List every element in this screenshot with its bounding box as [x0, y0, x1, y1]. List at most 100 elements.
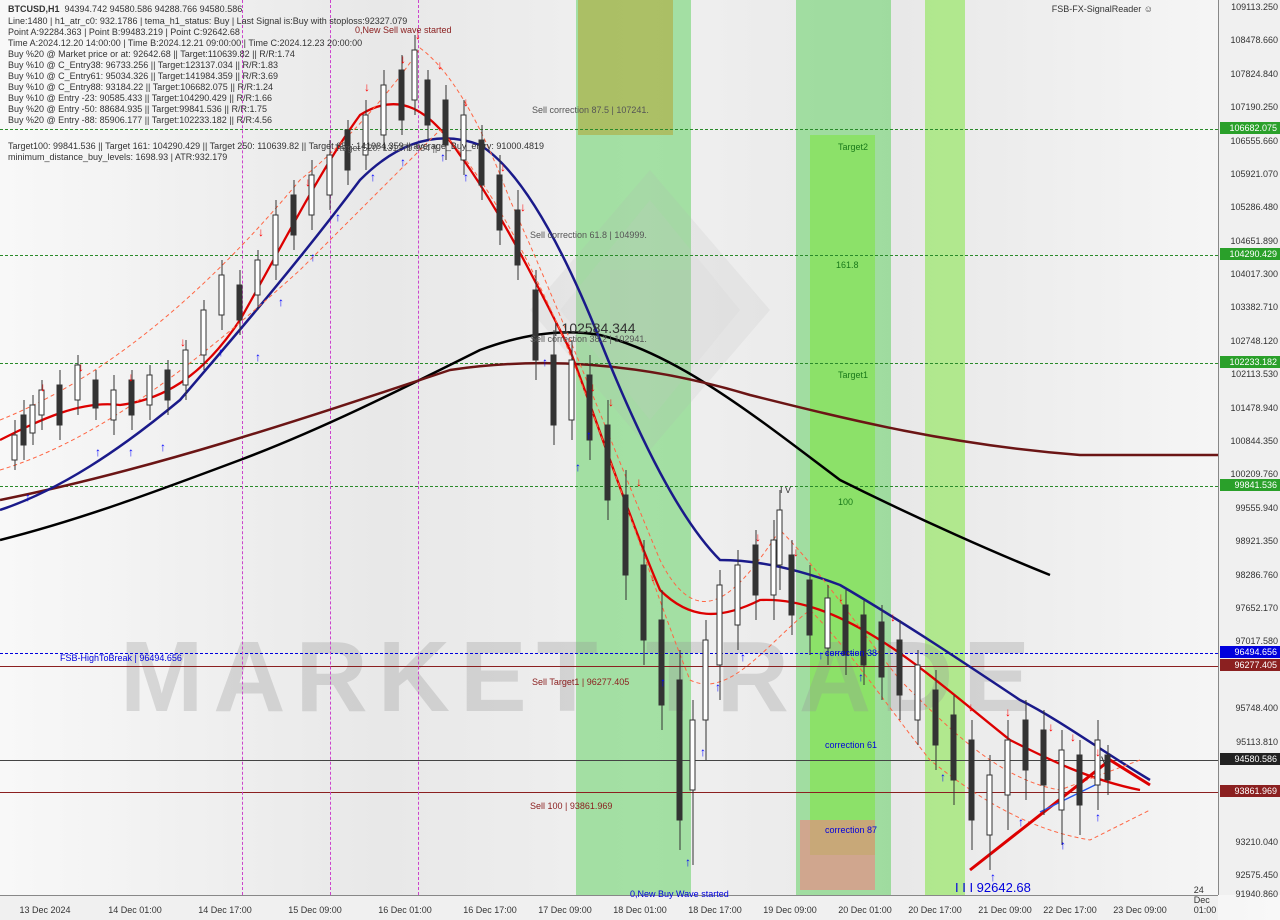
- y-tick: 106555.660: [1220, 136, 1278, 146]
- y-tick: 107190.250: [1220, 102, 1278, 112]
- vline: [330, 0, 331, 895]
- x-tick: 17 Dec 09:00: [538, 905, 592, 915]
- x-tick: 18 Dec 17:00: [688, 905, 742, 915]
- arrow-down-icon: ↓: [180, 335, 186, 349]
- chart-annotation: Sell correction 87.5 | 107241.: [532, 105, 649, 115]
- arrow-down-icon: ↓: [437, 58, 443, 72]
- chart-annotation: V: [1101, 755, 1108, 767]
- y-tick: 95748.400: [1220, 703, 1278, 713]
- arrow-up-icon: ↑: [25, 490, 31, 504]
- arrow-down-icon: ↓: [400, 52, 406, 66]
- price-label: 104290.429: [1220, 248, 1280, 260]
- info-line: Buy %10 @ C_Entry38: 96733.256 || Target…: [8, 60, 278, 70]
- x-tick: 20 Dec 17:00: [908, 905, 962, 915]
- y-tick: 91940.860: [1220, 889, 1278, 899]
- chart-annotation: FSB-HighToBreak | 96494.656: [60, 653, 182, 663]
- chart-annotation: Sell Target1 | 96277.405: [532, 677, 629, 687]
- arrow-up-icon: ↑: [255, 350, 261, 364]
- y-tick: 99555.940: [1220, 503, 1278, 513]
- x-tick: 15 Dec 09:00: [288, 905, 342, 915]
- x-tick: 20 Dec 01:00: [838, 905, 892, 915]
- y-tick: 100209.760: [1220, 469, 1278, 479]
- arrow-down-icon: ↓: [650, 570, 656, 584]
- arrow-up-icon: ↑: [700, 745, 706, 759]
- arrow-up-icon: ↑: [1018, 815, 1024, 829]
- y-tick: 98286.760: [1220, 570, 1278, 580]
- arrow-up-icon: ↑: [1095, 810, 1101, 824]
- price-label: 93861.969: [1220, 785, 1280, 797]
- info-line: Time A:2024.12.20 14:00:00 | Time B:2024…: [8, 38, 362, 48]
- chart-annotation: Sell 100 | 93861.969: [530, 801, 612, 811]
- chart-annotation: correction 87: [825, 825, 877, 835]
- arrow-down-icon: ↓: [968, 700, 974, 714]
- arrow-down-icon: ↓: [838, 590, 844, 604]
- chart-symbol: BTCUSD,H1 94394.742 94580.586 94288.766 …: [8, 4, 242, 14]
- hline: [0, 363, 1218, 364]
- y-tick: 108478.660: [1220, 35, 1278, 45]
- arrow-up-icon: ↑: [575, 460, 581, 474]
- info-line: Target100: 99841.536 || Target 161: 1042…: [8, 141, 544, 151]
- info-line: Point A:92284.363 | Point B:99483.219 | …: [8, 27, 240, 37]
- chart-annotation: 0,New Buy Wave started: [630, 889, 729, 899]
- y-axis: 109113.250 108478.660 107824.840 107190.250…: [1218, 0, 1280, 895]
- y-tick: 107824.840: [1220, 69, 1278, 79]
- arrow-up-icon: ↑: [160, 440, 166, 454]
- info-line: Buy %10 @ C_Entry88: 93184.22 || Target:…: [8, 82, 273, 92]
- chart-plot-area[interactable]: MARKET TRADE: [0, 0, 1218, 895]
- x-tick: 21 Dec 09:00: [978, 905, 1032, 915]
- info-line: Buy %10 @ C_Entry61: 95034.326 || Target…: [8, 71, 278, 81]
- info-line: Buy %20 @ Entry -88: 85906.177 || Target…: [8, 115, 272, 125]
- chart-annotation: I V: [780, 485, 791, 495]
- hline: [0, 486, 1218, 487]
- arrow-up-icon: ↑: [128, 445, 134, 459]
- hline: [0, 792, 1218, 793]
- arrow-down-icon: ↓: [463, 95, 469, 109]
- y-tick: 97017.580: [1220, 636, 1278, 646]
- x-tick: 14 Dec 17:00: [198, 905, 252, 915]
- price-label: 102233.182: [1220, 356, 1280, 368]
- arrow-down-icon: ↓: [305, 175, 311, 189]
- chart-annotation: correction 61: [825, 740, 877, 750]
- price-label: 96494.656: [1220, 646, 1280, 658]
- hline: [0, 666, 1218, 667]
- arrow-down-icon: ↓: [793, 545, 799, 559]
- y-tick: 92575.450: [1220, 870, 1278, 880]
- chart-annotation: Target1: [838, 370, 868, 380]
- hline: [0, 255, 1218, 256]
- arrow-up-icon: ↑: [685, 855, 691, 869]
- y-tick: 95113.810: [1220, 737, 1278, 747]
- info-line: Buy %10 @ Entry -23: 90585.433 || Target…: [8, 93, 272, 103]
- arrow-down-icon: ↓: [364, 80, 370, 94]
- y-tick: 109113.250: [1220, 2, 1278, 12]
- arrow-down-icon: ↓: [755, 530, 761, 544]
- hline: [0, 760, 1218, 761]
- x-tick: 22 Dec 17:00: [1043, 905, 1097, 915]
- hline: [0, 653, 1218, 654]
- arrow-down-icon: ↓: [78, 360, 84, 374]
- chart-annotation: 100: [838, 497, 853, 507]
- x-tick: 24 Dec 01:00: [1194, 885, 1217, 915]
- arrow-up-icon: ↑: [586, 428, 592, 442]
- arrow-up-icon: ↑: [370, 170, 376, 184]
- arrow-up-icon: ↑: [940, 770, 946, 784]
- arrow-up-icon: ↑: [400, 155, 406, 169]
- arrow-down-icon: ↓: [500, 160, 506, 174]
- y-tick: 98921.350: [1220, 536, 1278, 546]
- y-tick: 103382.710: [1220, 302, 1278, 312]
- y-tick: 100844.350: [1220, 436, 1278, 446]
- arrow-down-icon: ↓: [590, 380, 596, 394]
- info-line: minimum_distance_buy_levels: 1698.93 | A…: [8, 152, 227, 162]
- arrow-up-icon: ↑: [335, 210, 341, 224]
- arrow-down-icon: ↓: [1048, 720, 1054, 734]
- arrow-up-icon: ↑: [858, 670, 864, 684]
- arrow-up-icon: ↑: [95, 445, 101, 459]
- arrow-down-icon: ↓: [128, 370, 134, 384]
- arrow-up-icon: ↑: [740, 650, 746, 664]
- hline: [0, 129, 1218, 130]
- arrow-down-icon: ↓: [1005, 705, 1011, 719]
- arrow-down-icon: ↓: [636, 475, 642, 489]
- chart-annotation: 161.8: [836, 260, 859, 270]
- info-line: Line:1480 | h1_atr_c0: 932.1786 | tema_h…: [8, 16, 407, 26]
- arrow-down-icon: ↓: [1070, 730, 1076, 744]
- arrow-up-icon: ↑: [542, 355, 548, 369]
